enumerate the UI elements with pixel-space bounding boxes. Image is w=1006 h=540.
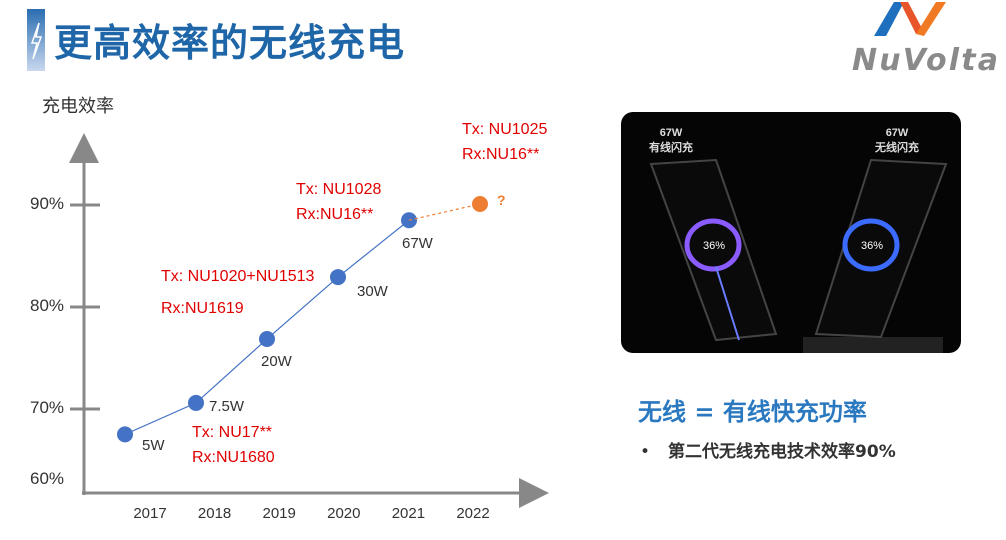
x-tick-label: 2017 (133, 505, 167, 522)
x-tick-label: 2020 (327, 505, 361, 522)
bullet-item: • 第二代无线充电技术效率90% (640, 437, 896, 462)
chip-annotation: Tx: NU1020+NU1513 Rx:NU1619 (161, 268, 315, 317)
x-tick-label: 2022 (456, 505, 490, 522)
photo-caption-wired: 67W 有线闪充 (649, 127, 693, 154)
y-tick-label: 60% (30, 469, 65, 488)
y-tick-label: 80% (30, 296, 65, 315)
point-label-question: ? (497, 192, 506, 208)
efficiency-chart (69, 133, 549, 508)
photo-caption-wireless: 67W 无线闪充 (875, 127, 919, 154)
series-line-0 (124, 219, 410, 435)
point-label: 5W (142, 437, 165, 454)
title-accent-bar (27, 9, 45, 71)
y-tick-label: 90% (30, 194, 65, 213)
bullet-marker: • (640, 442, 651, 462)
phone-charging-photo: 67W 有线闪充 67W 无线闪充 36% 36% (621, 112, 961, 353)
point-label: 20W (261, 353, 292, 370)
chip-annotation: Tx: NU1028 Rx:NU16** (296, 181, 382, 223)
point-label: 67W (402, 235, 433, 252)
bullet-text: 第二代无线充电技术效率90% (668, 442, 896, 462)
chip-annotation: Tx: NU1025 Rx:NU16** (462, 121, 548, 163)
screen-percent-right: 36% (861, 240, 883, 252)
x-tick-label: 2019 (262, 505, 296, 522)
data-point-2020 (330, 269, 346, 286)
phones-illustration: 36% 36% (649, 158, 948, 353)
lightning-icon (30, 22, 43, 60)
y-axis-title: 充电效率 (42, 96, 114, 116)
data-point-2019 (259, 330, 275, 347)
chip-annotation: Tx: NU17** Rx:NU1680 (192, 424, 275, 466)
svg-text:NuVolta: NuVolta (852, 43, 998, 75)
x-tick-label: 2018 (197, 505, 232, 522)
point-label: 30W (357, 283, 388, 300)
screen-percent-left: 36% (703, 240, 725, 252)
data-point-2017 (117, 426, 133, 443)
nuvolta-logo: NuVolta (850, 0, 1000, 78)
point-label: 7.5W (209, 398, 245, 415)
data-point-2018 (188, 394, 204, 411)
data-point-2022 (472, 195, 488, 212)
page-title: 更高效率的无线充电 (54, 21, 406, 65)
y-tick-label: 70% (30, 398, 65, 417)
headline: 无线 = 有线快充功率 (638, 398, 867, 426)
x-tick-label: 2021 (391, 505, 426, 522)
series-line-1 (408, 203, 481, 221)
